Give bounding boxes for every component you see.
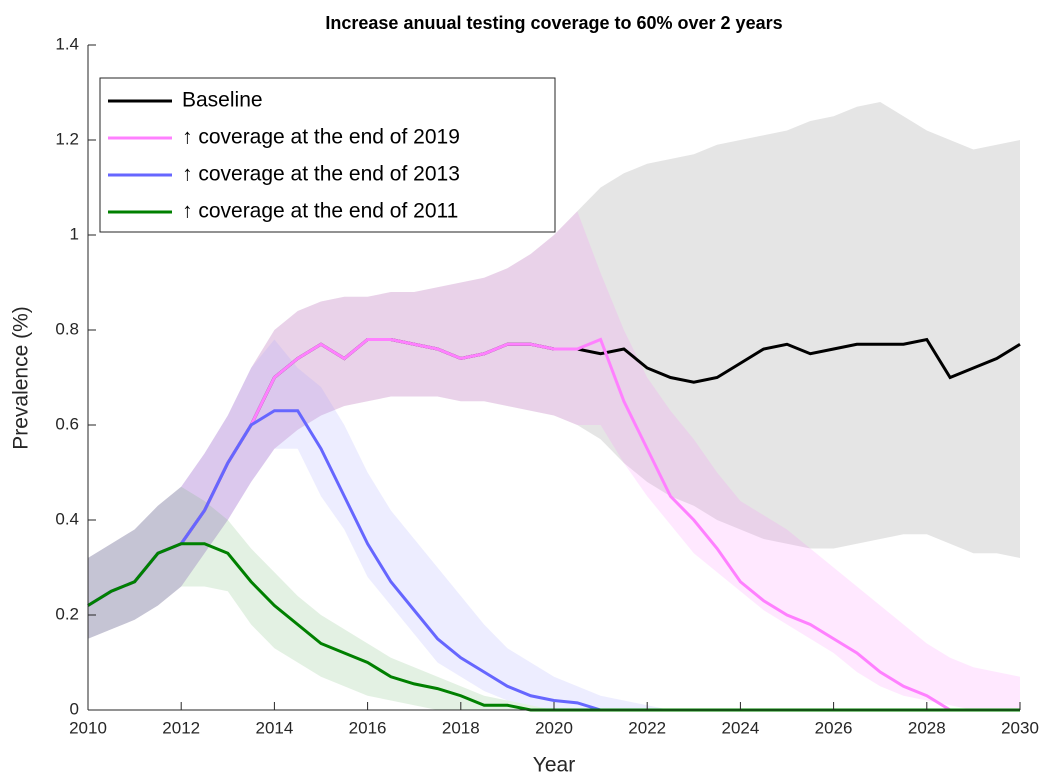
legend-label: ↑ coverage at the end of 2019 bbox=[182, 126, 460, 149]
y-axis-label: Prevalence (%) bbox=[10, 306, 33, 450]
x-tick-label: 2014 bbox=[255, 718, 293, 737]
legend-label: Baseline bbox=[182, 89, 263, 112]
x-tick-label: 2020 bbox=[535, 718, 573, 737]
y-tick-label: 0.2 bbox=[55, 604, 79, 623]
x-tick-label: 2022 bbox=[628, 718, 666, 737]
y-tick-label: 0.8 bbox=[55, 319, 79, 338]
chart-title: Increase anuual testing coverage to 60% … bbox=[325, 13, 782, 33]
x-tick-label: 2024 bbox=[721, 718, 759, 737]
uncertainty-band bbox=[88, 339, 1020, 710]
x-tick-label: 2012 bbox=[162, 718, 200, 737]
uncertainty-band bbox=[88, 486, 1020, 710]
x-tick-label: 2010 bbox=[69, 718, 107, 737]
legend-label: ↑ coverage at the end of 2013 bbox=[182, 163, 460, 186]
x-tick-label: 2030 bbox=[1001, 718, 1039, 737]
y-tick-label: 1 bbox=[70, 224, 79, 243]
x-axis-label: Year bbox=[533, 754, 575, 777]
y-tick-label: 1.4 bbox=[55, 34, 79, 53]
y-tick-label: 0.6 bbox=[55, 414, 79, 433]
legend-label: ↑ coverage at the end of 2011 bbox=[182, 200, 458, 223]
y-tick-label: 0.4 bbox=[55, 509, 79, 528]
legend-box bbox=[99, 77, 556, 233]
x-tick-label: 2018 bbox=[442, 718, 480, 737]
legend: Baseline ↑ coverage at the end of 2019 ↑ c… bbox=[99, 77, 556, 233]
uncertainty-band bbox=[88, 211, 1020, 710]
x-tick-label: 2016 bbox=[349, 718, 387, 737]
x-tick-label: 2028 bbox=[908, 718, 946, 737]
y-tick-label: 1.2 bbox=[55, 129, 79, 148]
x-tick-label: 2026 bbox=[815, 718, 853, 737]
uncertainty-band bbox=[88, 102, 1020, 639]
y-tick-label: 0 bbox=[70, 699, 79, 718]
